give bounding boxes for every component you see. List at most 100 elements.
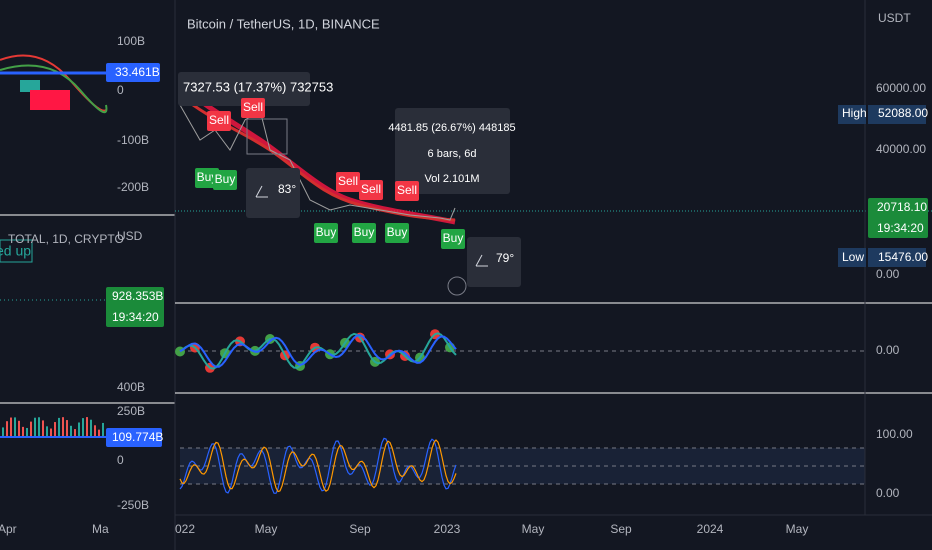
time-label: 022	[175, 522, 195, 536]
time-label: Apr	[0, 522, 17, 536]
volume-bars	[2, 417, 104, 437]
badge	[838, 248, 866, 267]
low-value: 15476.00	[878, 250, 928, 264]
axis-label: 0	[117, 83, 124, 97]
tooltip-line: 4481.85 (26.67%) 448185	[388, 122, 515, 134]
buy-label: Buy	[316, 225, 337, 239]
sell-tag	[395, 181, 419, 201]
vol-bar	[46, 426, 48, 437]
badge	[868, 248, 926, 267]
axis-label: 250B	[117, 404, 145, 418]
buy-label: Buy	[215, 172, 236, 186]
angle: 79°	[496, 251, 514, 265]
badge	[868, 105, 926, 124]
time-label: May	[255, 522, 278, 536]
badge	[868, 198, 928, 238]
time-label: Sep	[610, 522, 632, 536]
vol-bar	[94, 425, 96, 437]
last-price: 20718.10	[877, 200, 927, 214]
buy-tag	[314, 223, 338, 243]
measure-note: 7327.53 (17.37%) 732753	[183, 79, 333, 94]
badge	[106, 287, 164, 327]
oscillator	[175, 329, 457, 373]
time-axis: 022 May Sep 2023 May Sep 2024 May	[175, 522, 808, 536]
sell-label: Sell	[209, 113, 229, 127]
angle-icon	[255, 185, 268, 198]
sell-tag	[359, 180, 383, 200]
badge-text: 19:34:20	[112, 310, 159, 324]
axis-label: 400B	[117, 380, 145, 394]
sell-label: Sell	[361, 182, 381, 196]
buy-label: Buy	[443, 231, 464, 245]
vol-bar	[22, 426, 24, 437]
sell-tag	[207, 111, 231, 131]
vol-bar	[38, 417, 40, 437]
time-label: Sep	[349, 522, 371, 536]
osc-line	[179, 334, 457, 368]
sell-tag	[336, 172, 360, 192]
vol-bar	[98, 429, 100, 437]
signal-line	[0, 64, 108, 114]
vol-bar	[2, 427, 4, 437]
buy-tag	[385, 223, 409, 243]
vol-bar	[50, 428, 52, 437]
last-time: 19:34:20	[877, 221, 924, 235]
badge	[838, 105, 866, 124]
vol-bar	[86, 417, 88, 437]
sell-label: Sell	[397, 183, 417, 197]
vol-bar	[34, 417, 36, 437]
buy-label: Buy	[387, 225, 408, 239]
low-label: Low	[842, 250, 864, 264]
stoch-d	[179, 439, 457, 493]
osc-label: 0.00	[876, 343, 900, 357]
axis-label: -250B	[117, 498, 149, 512]
angle-icon	[475, 254, 488, 267]
stoch-label: 100.00	[876, 427, 913, 441]
hist	[30, 90, 70, 110]
badge	[106, 428, 162, 447]
vol-bar	[26, 427, 28, 437]
angle-box	[467, 237, 521, 287]
status: ed up	[0, 243, 31, 259]
time-label: 2023	[434, 522, 461, 536]
high-label: High	[842, 106, 867, 120]
vol-bar	[66, 420, 68, 437]
axis-label: 100B	[117, 34, 145, 48]
sell-label: Sell	[243, 100, 263, 114]
price-label: 0.00	[876, 267, 900, 281]
vol-bar	[102, 422, 104, 437]
currency: USDT	[878, 11, 911, 25]
vol-bar	[82, 418, 84, 437]
buy-label: Buy	[197, 170, 218, 184]
time-label: 2024	[697, 522, 724, 536]
vol-bar	[74, 429, 76, 437]
price-label: 60000.00	[876, 81, 926, 95]
vol-bar	[42, 420, 44, 437]
tooltip-box	[395, 108, 510, 194]
badge-text: 33.461B	[115, 65, 160, 79]
status-box	[0, 239, 33, 263]
vol-bar	[10, 417, 12, 437]
vol-bar	[78, 422, 80, 437]
axis-label: 0	[117, 453, 124, 467]
time-label: May	[786, 522, 809, 536]
axis-label: -100B	[117, 133, 149, 147]
unit: USD	[117, 229, 143, 243]
icon[interactable]	[447, 276, 467, 296]
badge	[106, 63, 160, 82]
axis-label: -200B	[117, 180, 149, 194]
osc-line	[179, 332, 457, 370]
hist	[20, 80, 40, 92]
vol-bar	[14, 417, 16, 437]
buy-tag	[441, 229, 465, 249]
time-label: Ma	[92, 522, 109, 536]
angle-box	[246, 168, 300, 218]
panel-title: TOTAL, 1D, CRYPTO	[8, 232, 124, 246]
tooltip-line: 6 bars, 6d	[428, 148, 477, 160]
vol-bar	[54, 422, 56, 437]
vol-bar	[58, 417, 60, 437]
vol-bar	[30, 421, 32, 437]
price-label: 40000.00	[876, 142, 926, 156]
sell-label: Sell	[338, 174, 358, 188]
